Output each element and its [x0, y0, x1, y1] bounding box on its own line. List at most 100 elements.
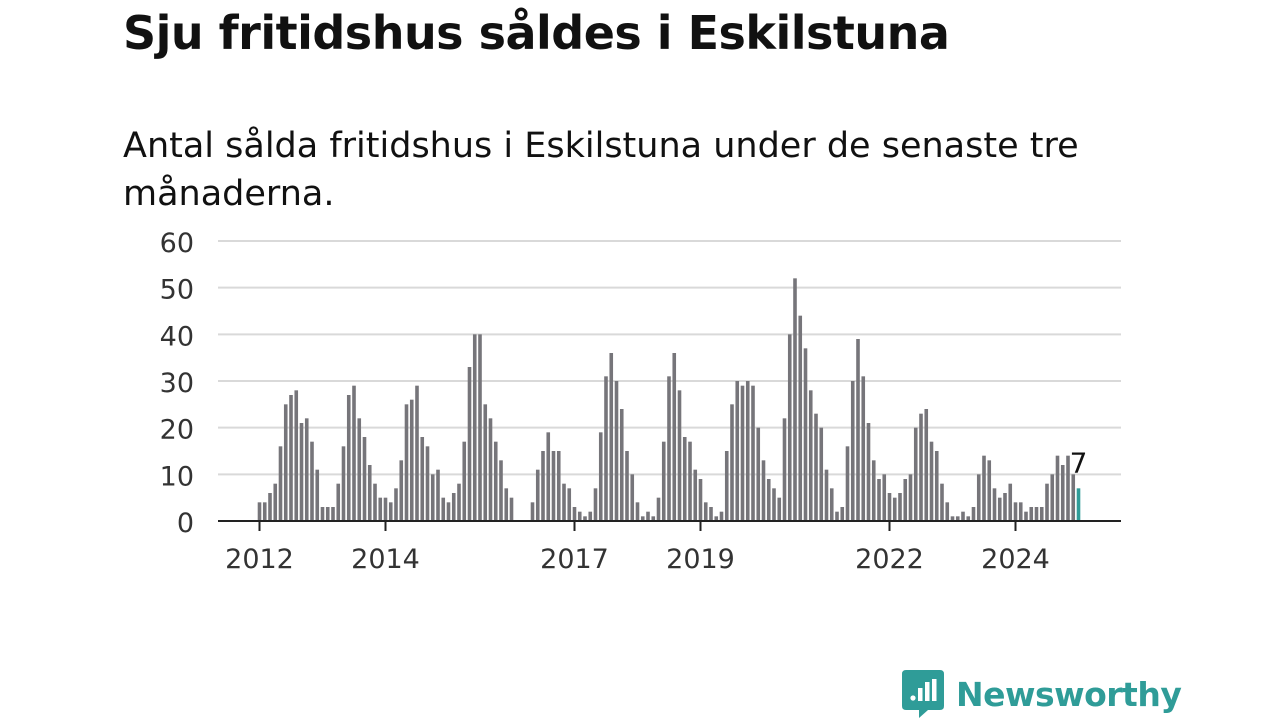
bar [735, 381, 740, 521]
bar [882, 474, 887, 521]
bar [782, 418, 787, 521]
bar [1055, 455, 1060, 521]
bar [436, 469, 440, 521]
bar [462, 441, 467, 521]
bar [441, 497, 446, 521]
bar [819, 427, 824, 521]
bar [971, 507, 976, 521]
bar [472, 334, 477, 521]
bar [829, 488, 834, 521]
bar [546, 432, 551, 521]
bar [766, 479, 771, 521]
bar [451, 493, 456, 521]
bar [803, 348, 808, 521]
bar [294, 390, 299, 521]
bar [861, 376, 866, 521]
bar [898, 493, 902, 521]
bar [772, 488, 776, 521]
bar [661, 441, 666, 521]
y-tick-label: 0 [177, 508, 194, 539]
bar [997, 497, 1002, 521]
bar [352, 385, 356, 521]
bar [1045, 483, 1049, 521]
bar [373, 483, 377, 521]
bar [341, 446, 346, 521]
bar [814, 413, 818, 521]
bar [425, 446, 430, 521]
bar [604, 376, 608, 521]
bar [567, 488, 572, 521]
bar [651, 516, 656, 521]
bar [1039, 507, 1044, 521]
bars [257, 278, 1081, 521]
bar [1003, 493, 1007, 521]
bar [945, 502, 950, 521]
y-axis-labels: 0 10 20 30 40 50 60 [160, 228, 194, 539]
bar [409, 399, 414, 521]
bar [740, 385, 745, 521]
bar [966, 516, 971, 521]
bar [798, 315, 803, 521]
bar [378, 497, 383, 521]
bar [793, 278, 797, 521]
bar [646, 511, 650, 521]
bar [688, 441, 692, 521]
bar [1034, 507, 1039, 521]
bar [572, 507, 577, 521]
x-tick-label: 2012 [225, 544, 294, 575]
bar [262, 502, 267, 521]
bar [577, 511, 582, 521]
bar [835, 511, 839, 521]
bar [656, 497, 661, 521]
bar [703, 502, 708, 521]
bar [1050, 474, 1055, 521]
bar [488, 418, 493, 521]
y-tick-label: 30 [160, 368, 194, 399]
bar [478, 334, 482, 521]
bar [310, 441, 314, 521]
bar [404, 404, 409, 521]
bar [420, 437, 425, 521]
bar [730, 404, 734, 521]
x-tick-label: 2017 [540, 544, 609, 575]
bar [677, 390, 682, 521]
bar [987, 460, 992, 521]
bar [415, 385, 419, 521]
bar [840, 507, 845, 521]
x-tick-label: 2022 [855, 544, 924, 575]
bar [976, 474, 981, 521]
bar [982, 455, 986, 521]
bar [787, 334, 792, 521]
bar [724, 451, 729, 521]
bar [714, 516, 719, 521]
bar [583, 516, 587, 521]
bar [877, 479, 881, 521]
bar [761, 460, 766, 521]
bar [535, 469, 540, 521]
bar [362, 437, 367, 521]
bar [304, 418, 309, 521]
bar [619, 409, 624, 521]
bar [866, 423, 871, 521]
bar [556, 451, 561, 521]
y-tick-label: 40 [160, 321, 194, 352]
y-tick-label: 20 [160, 415, 194, 446]
bar [257, 502, 262, 521]
bar [1024, 511, 1028, 521]
bar [551, 451, 556, 521]
bar [924, 409, 929, 521]
bar [289, 395, 293, 521]
bar [630, 474, 635, 521]
gridlines [218, 240, 1121, 476]
bar [777, 497, 782, 521]
bar [394, 488, 398, 521]
x-axis: 2012 2014 2017 2019 2022 2024 [218, 520, 1121, 575]
bar [751, 385, 755, 521]
bar [588, 511, 593, 521]
bar [908, 474, 913, 521]
bar [273, 483, 278, 521]
bar [1066, 455, 1070, 521]
bar [315, 469, 320, 521]
bar [955, 516, 960, 521]
